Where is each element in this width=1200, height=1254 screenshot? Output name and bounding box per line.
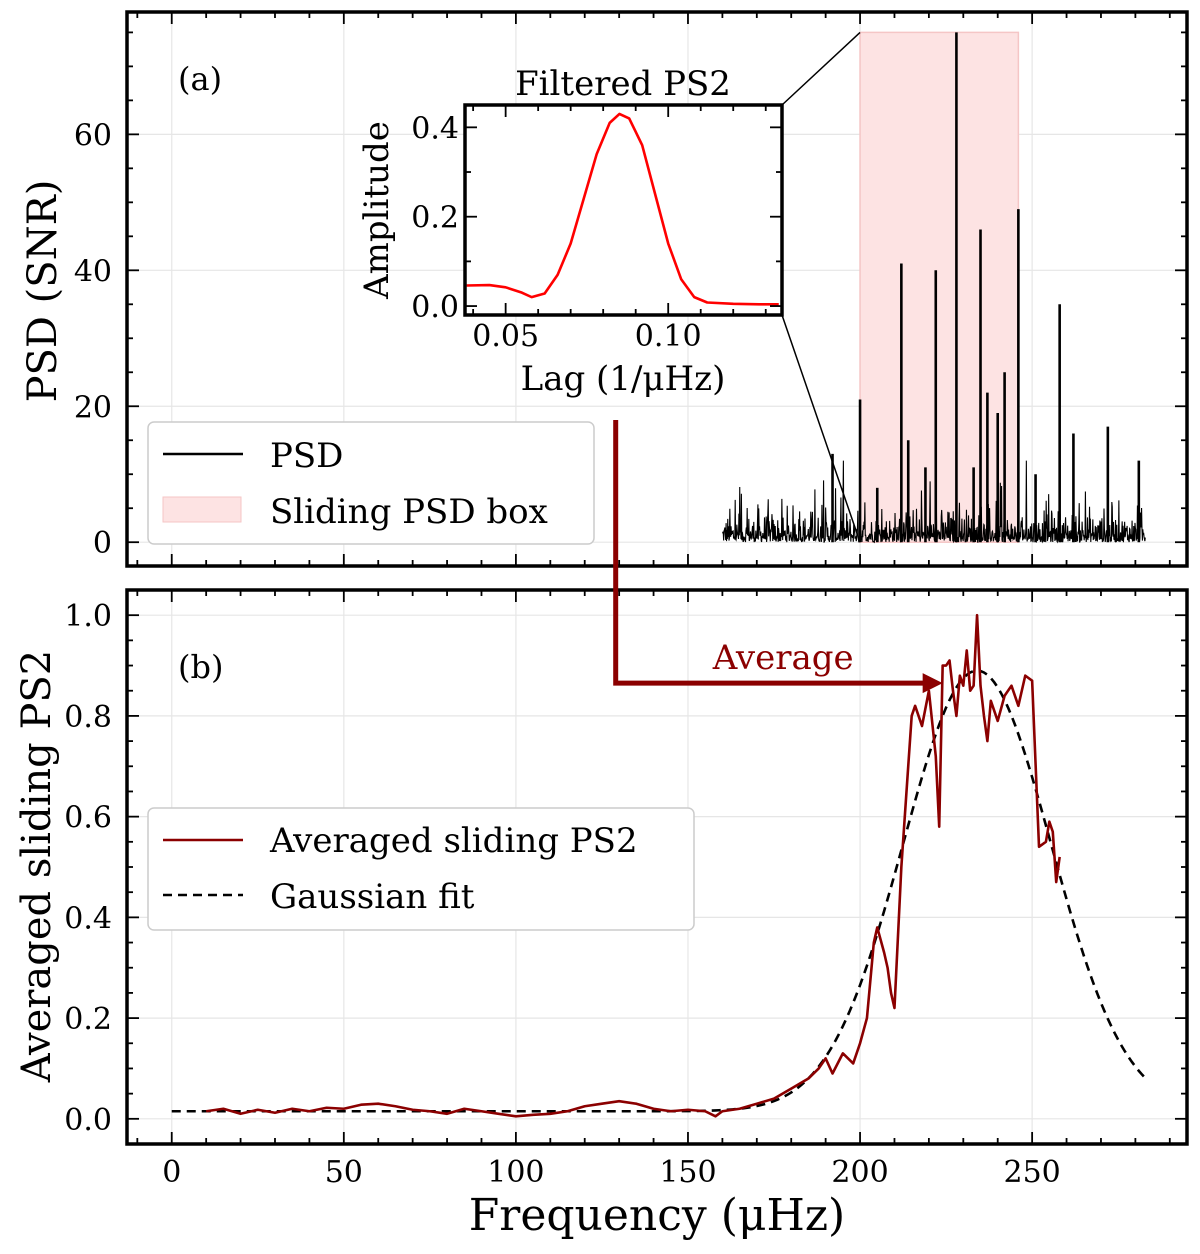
- inset-plot: 0.05 0.10 0.0 0.2 0.4 Filtered PS2 Lag (1/μH…: [357, 31, 861, 543]
- ytick-label: 0.2: [64, 1002, 112, 1037]
- legend-psd-label: PSD: [270, 436, 343, 476]
- panel-b-label: (b): [178, 648, 223, 686]
- ytick-label: 40: [74, 254, 112, 289]
- inset-title: Filtered PS2: [515, 64, 731, 104]
- legend-averaged-label: Averaged sliding PS2: [269, 821, 638, 861]
- ytick-label: 1.0: [64, 599, 112, 634]
- legend-gaussian-label: Gaussian fit: [270, 877, 475, 917]
- ytick-label: 60: [74, 118, 112, 153]
- zoom-connector-top: [781, 31, 861, 106]
- panel-b-ytick-labels: 0.0 0.2 0.4 0.6 0.8 1.0: [64, 599, 112, 1138]
- gaussian-fit-line: [171, 669, 1147, 1113]
- psd-series: [721, 32, 1146, 544]
- panel-a-ytick-labels: 0 20 40 60: [74, 118, 112, 561]
- ytick-label: 0.6: [64, 801, 112, 836]
- inset-ytick-label: 0.0: [411, 290, 459, 325]
- legend-b-frame: [147, 807, 695, 931]
- filtered-ps2-series: [466, 112, 779, 306]
- xtick-label: 200: [831, 1155, 888, 1190]
- inset-xtick-label: 0.10: [635, 319, 702, 354]
- ytick-label: 0.8: [64, 700, 112, 735]
- inset-ytick-label: 0.4: [411, 111, 459, 146]
- inset-background: [465, 105, 782, 315]
- xtick-label: 250: [1003, 1155, 1060, 1190]
- figure-xlabel: Frequency (μHz): [469, 1190, 845, 1241]
- xtick-label: 0: [162, 1155, 181, 1190]
- inset-ytick-label: 0.2: [411, 201, 459, 236]
- ytick-label: 0: [93, 526, 112, 561]
- panel-b-ylabel: Averaged sliding PS2: [14, 650, 60, 1083]
- panel-b-frame: [125, 588, 1189, 1146]
- inset-ylabel: Amplitude: [357, 121, 397, 300]
- average-arrow-head: [922, 673, 943, 694]
- xtick-label: 150: [659, 1155, 716, 1190]
- panel-a-ylabel: PSD (SNR): [20, 180, 66, 403]
- average-arrow: [613, 420, 929, 686]
- panel-a-frame: [125, 10, 1189, 568]
- ytick-label: 0.0: [64, 1103, 112, 1138]
- psd-noise-line: [721, 460, 1146, 544]
- average-label: Average: [712, 638, 854, 678]
- panel-b: 0.0 0.2 0.4 0.6 0.8 1.0 0 50 100 150 200 250 (b) A…: [14, 588, 1189, 1241]
- panel-a-legend: PSD Sliding PSD box: [147, 421, 595, 545]
- average-annotation: Average: [613, 420, 943, 694]
- panel-b-series: [171, 613, 1147, 1118]
- ytick-label: 20: [74, 390, 112, 425]
- legend-box-swatch: [162, 496, 242, 523]
- legend-a-frame: [147, 421, 595, 545]
- panel-a-label: (a): [178, 60, 222, 98]
- inset-frame: [463, 103, 784, 317]
- averaged-ps2-line: [205, 613, 1061, 1118]
- panel-b-xtick-labels: 0 50 100 150 200 250: [162, 1155, 1061, 1190]
- inset-xtick-label: 0.05: [472, 319, 539, 354]
- inset-tick-labels: 0.05 0.10 0.0 0.2 0.4: [411, 111, 701, 354]
- ytick-label: 0.4: [64, 901, 112, 936]
- sliding-psd-box: [859, 31, 1020, 543]
- xtick-label: 100: [487, 1155, 544, 1190]
- legend-box-label: Sliding PSD box: [270, 492, 548, 532]
- panel-b-legend: Averaged sliding PS2 Gaussian fit: [147, 807, 695, 931]
- inset-xlabel: Lag (1/μHz): [521, 359, 726, 399]
- filtered-ps2-line: [466, 112, 779, 306]
- zoom-connector-bottom: [781, 314, 861, 543]
- xtick-label: 50: [325, 1155, 363, 1190]
- inset-ticks: [465, 105, 782, 315]
